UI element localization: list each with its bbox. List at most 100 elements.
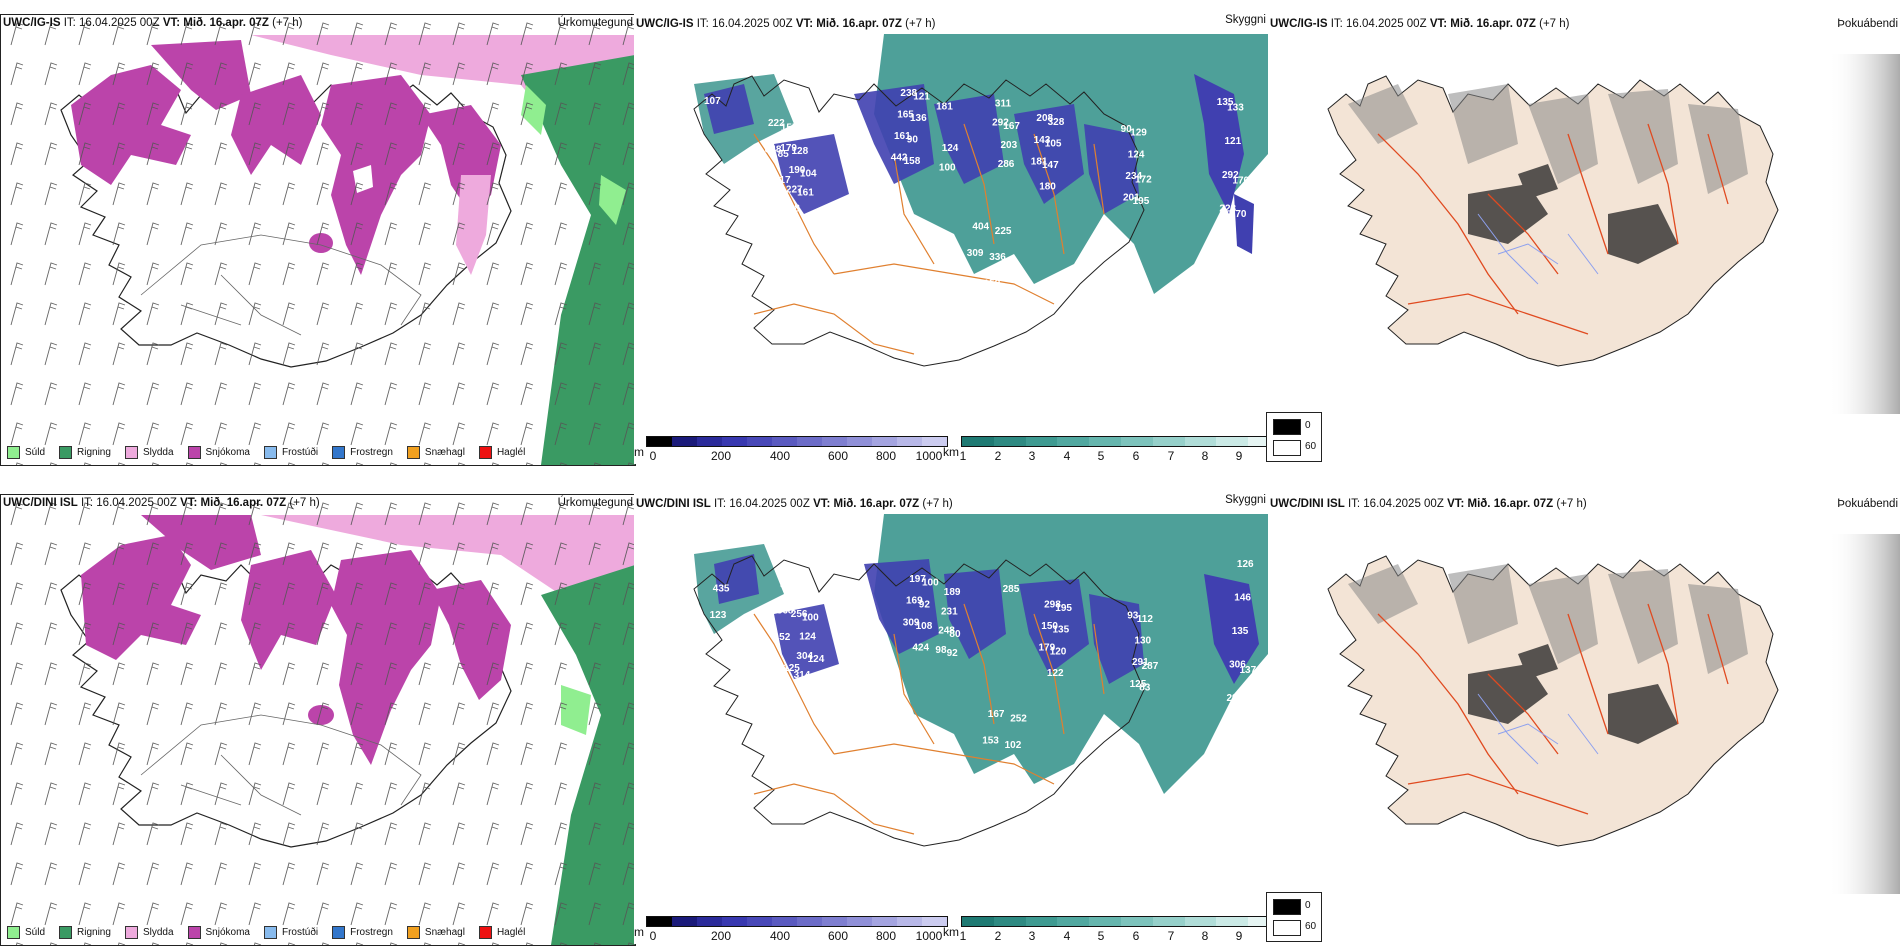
cloud-base-label: 112 xyxy=(1137,614,1154,625)
cloud-base-label: 318 xyxy=(780,579,797,590)
cloud-base-label: 129 xyxy=(1130,128,1147,139)
cloud-base-label: 133 xyxy=(1227,103,1244,114)
cloud-base-label: 179 xyxy=(780,143,797,154)
cloud-base-label: 124 xyxy=(799,632,816,643)
cloud-base-label: 83 xyxy=(805,673,817,684)
cloud-base-label: 306 xyxy=(1229,660,1246,671)
cloud-base-label: 90 xyxy=(907,135,919,146)
panel-title: UWC/DINI ISL IT: 16.04.2025 00Z VT: Mið.… xyxy=(1270,498,1587,510)
panel-title: UWC/IG-IS IT: 16.04.2025 00Z VT: Mið. 16… xyxy=(3,17,302,29)
cloud-base-label: 234 xyxy=(1125,171,1142,182)
cloud-base-label: 93 xyxy=(1127,610,1139,621)
cloudbase-ticks: 0 200 400 600 800 1000 xyxy=(646,447,948,465)
cloud-base-label: 146 xyxy=(1234,592,1251,603)
legend-swatch xyxy=(263,446,277,459)
cloud-base-label: 297 xyxy=(1227,693,1244,704)
cloud-base-label: 123 xyxy=(710,610,727,621)
cloud-base-label: 848 xyxy=(765,144,782,155)
precip-legend: Súld Rigning Slydda Snjókoma Frostúði Fr… xyxy=(7,926,525,939)
model-name: UWC/IG-IS xyxy=(3,17,61,29)
cloud-base-label: 132 xyxy=(999,766,1016,777)
legend-item: Snæhagl xyxy=(406,446,465,459)
legend-swatch xyxy=(59,446,73,459)
cloud-base-label: 143 xyxy=(1034,135,1051,146)
cloud-base-label: 161 xyxy=(797,188,814,199)
cloud-base-label: 147 xyxy=(1042,160,1059,171)
cloudbase-colorbar: m 0 200 400 600 800 1000 xyxy=(634,436,948,466)
cloud-base-label: 286 xyxy=(998,159,1015,170)
cloud-base-label: 150 xyxy=(1041,621,1058,632)
cloud-base-label: 604 xyxy=(762,171,779,182)
cloud-base-label: 121 xyxy=(1225,136,1242,147)
legend-swatch xyxy=(406,446,420,459)
cloud-base-label: 108 xyxy=(916,621,933,632)
init-time: IT: 16.04.2025 00Z xyxy=(63,17,160,29)
cloud-base-label: 328 xyxy=(1048,117,1065,128)
precip-map-bottom xyxy=(1,495,635,945)
cloud-base-label: 121 xyxy=(913,91,930,102)
cloud-base-label: 181 xyxy=(936,102,953,113)
visibility-strip xyxy=(961,436,1281,447)
legend-swatch xyxy=(478,446,492,459)
cloud-base-label: 435 xyxy=(713,584,730,595)
fog-panel-top: UWC/IG-IS IT: 16.04.2025 00Z VT: Mið. 16… xyxy=(1268,14,1900,464)
cloud-base-label: 225 xyxy=(995,226,1012,237)
cloud-base-label: 201 xyxy=(1123,193,1140,204)
cloud-base-label: 292 xyxy=(992,118,1009,129)
cloud-base-label: 153 xyxy=(982,736,999,747)
cloud-base-label: 112 xyxy=(1101,274,1118,285)
cloud-base-label: 197 xyxy=(909,574,926,585)
cloud-base-label: 135 xyxy=(1232,626,1249,637)
cloud-base-label: 98 xyxy=(935,645,947,656)
cloud-base-label: 424 xyxy=(912,643,929,654)
cloud-base-label: 287 xyxy=(1142,661,1159,672)
cloud-base-label: 404 xyxy=(972,221,989,232)
fog-map-bottom xyxy=(1268,494,1900,944)
cloud-base-label: 120 xyxy=(1050,646,1067,657)
cloud-base-label: 314 xyxy=(794,670,811,681)
cloud-base-label: 304 xyxy=(796,651,813,662)
lead-time: (+7 h) xyxy=(272,17,303,29)
cloud-base-label: 370 xyxy=(1230,209,1247,220)
cloud-base-label: 189 xyxy=(944,587,961,598)
cloud-base-label: 85 xyxy=(778,149,790,160)
tick-label: 200 xyxy=(710,449,732,463)
precip-legend: Súld Rigning Slydda Snjókoma Frostúði Fr… xyxy=(7,446,525,459)
cloud-base-label: 155 xyxy=(781,122,798,133)
cloud-base-label: 287 xyxy=(978,305,995,316)
cloud-base-label: 159 xyxy=(984,279,1001,290)
cloud-base-label: 309 xyxy=(903,617,920,628)
cloud-base-label: 256 xyxy=(791,609,808,620)
cloud-base-label: 167 xyxy=(988,709,1005,720)
cloud-base-label: 292 xyxy=(1222,170,1239,181)
cloud-base-label: 126 xyxy=(1237,559,1254,570)
tick-label: 1000 xyxy=(915,449,943,463)
panel-title: UWC/DINI ISL IT: 16.04.2025 00Z VT: Mið.… xyxy=(3,497,320,509)
fog-panel-bottom: UWC/DINI ISL IT: 16.04.2025 00Z VT: Mið.… xyxy=(1268,494,1900,944)
panel-type-label: Þokuábendi xyxy=(1837,18,1898,30)
panel-type-label: Skyggni xyxy=(1225,494,1266,506)
tick-label: 0 xyxy=(649,449,657,463)
legend-swatch xyxy=(187,446,201,459)
cloud-base-label: 165 xyxy=(897,109,914,120)
cloud-base-label: 135 xyxy=(1053,625,1070,636)
cloud-map-bottom: 435 124 100 80 195 287 252 137 123 83 92 92 135 83 102… xyxy=(634,494,1268,944)
cloud-base-label: 208 xyxy=(1036,113,1053,124)
legend-item: Frostregn xyxy=(332,446,393,459)
cloud-panel-bottom: 435 124 100 80 195 287 252 137 123 83 92 92 135 83 102… xyxy=(634,494,1268,944)
cloud-base-label: 223 xyxy=(1219,203,1236,214)
cloud-base-label: 105 xyxy=(1045,138,1062,149)
cloud-base-label: 102 xyxy=(1005,740,1022,751)
cloud-base-label: 128 xyxy=(792,146,809,157)
cloud-base-label: 336 xyxy=(989,252,1006,263)
cloud-base-label: 124 xyxy=(942,143,959,154)
cloud-base-label: 161 xyxy=(894,131,911,142)
legend-item: Rigning xyxy=(59,446,111,459)
cloud-base-label: 122 xyxy=(1047,668,1064,679)
cloud-base-label: 180 xyxy=(1039,182,1056,193)
panel-title: UWC/IG-IS IT: 16.04.2025 00Z VT: Mið. 16… xyxy=(1270,18,1570,30)
valid-time: VT: Mið. 16.apr. 07Z xyxy=(162,17,269,29)
cloud-base-label: 285 xyxy=(1003,584,1020,595)
cloud-base-label: 195 xyxy=(1055,603,1072,614)
cloud-base-label: 74 xyxy=(794,127,806,138)
